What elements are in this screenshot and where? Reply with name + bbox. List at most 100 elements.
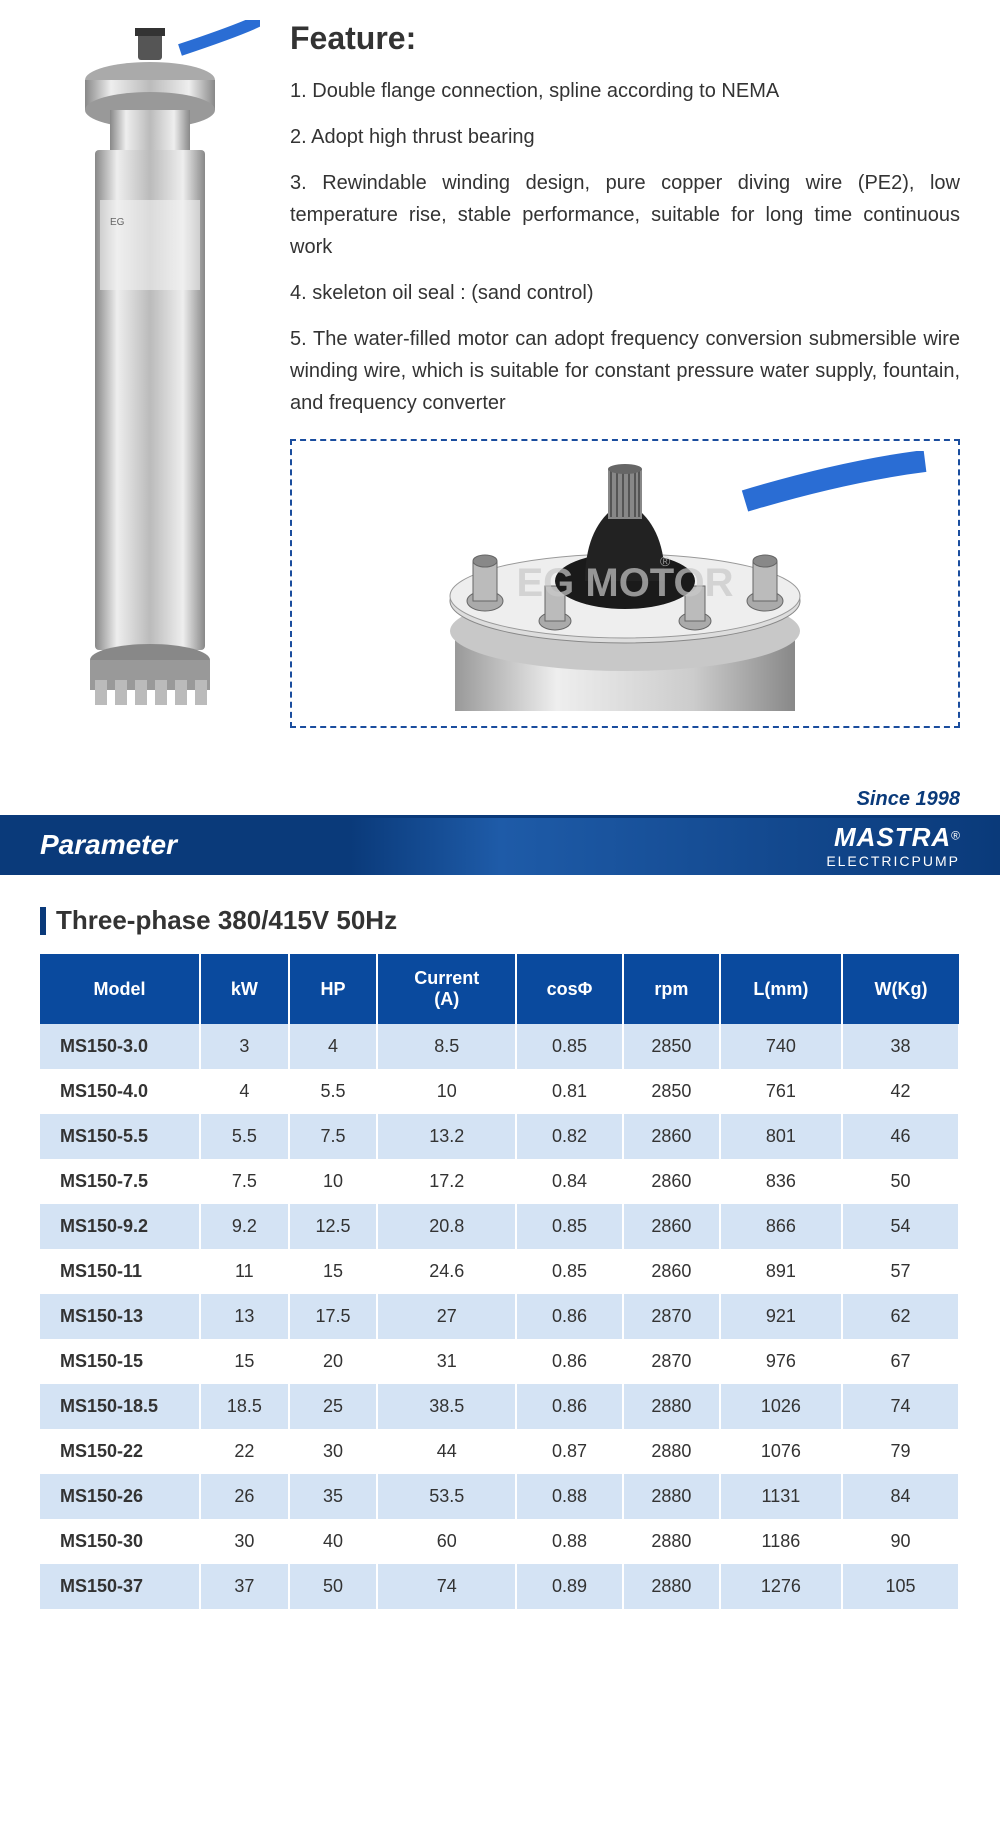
table-row: MS150-4.045.5100.81285076142 — [40, 1069, 959, 1114]
value-cell: 0.89 — [516, 1564, 623, 1609]
value-cell: 1026 — [720, 1384, 842, 1429]
feature-item: Adopt high thrust bearing — [290, 121, 960, 153]
value-cell: 60 — [377, 1519, 516, 1564]
value-cell: 7.5 — [200, 1159, 289, 1204]
value-cell: 761 — [720, 1069, 842, 1114]
value-cell: 40 — [289, 1519, 378, 1564]
feature-title: Feature: — [290, 20, 960, 57]
value-cell: 79 — [842, 1429, 959, 1474]
value-cell: 74 — [842, 1384, 959, 1429]
model-cell: MS150-11 — [40, 1249, 200, 1294]
value-cell: 0.87 — [516, 1429, 623, 1474]
table-row: MS150-373750740.8928801276105 — [40, 1564, 959, 1609]
banner-bar: Parameter MASTRA® ELECTRICPUMP — [0, 815, 1000, 875]
value-cell: 10 — [377, 1069, 516, 1114]
value-cell: 13.2 — [377, 1114, 516, 1159]
value-cell: 2880 — [623, 1474, 720, 1519]
value-cell: 866 — [720, 1204, 842, 1249]
registered-icon: ® — [951, 828, 960, 842]
column-header: Current(A) — [377, 954, 516, 1024]
value-cell: 50 — [842, 1159, 959, 1204]
value-cell: 20.8 — [377, 1204, 516, 1249]
spec-table: ModelkWHPCurrent(A)cosΦrpmL(mm)W(Kg) MS1… — [40, 954, 960, 1609]
product-main-image: EG — [40, 20, 260, 728]
watermark-text: EG MOTOR — [516, 561, 733, 605]
value-cell: 67 — [842, 1339, 959, 1384]
value-cell: 2880 — [623, 1519, 720, 1564]
value-cell: 740 — [720, 1024, 842, 1069]
column-header: kW — [200, 954, 289, 1024]
column-header: L(mm) — [720, 954, 842, 1024]
value-cell: 3 — [200, 1024, 289, 1069]
model-cell: MS150-18.5 — [40, 1384, 200, 1429]
table-section: Three-phase 380/415V 50Hz ModelkWHPCurre… — [0, 875, 1000, 1649]
value-cell: 0.86 — [516, 1294, 623, 1339]
value-cell: 50 — [289, 1564, 378, 1609]
motor-illustration: EG — [40, 20, 260, 720]
model-cell: MS150-15 — [40, 1339, 200, 1384]
value-cell: 836 — [720, 1159, 842, 1204]
value-cell: 24.6 — [377, 1249, 516, 1294]
column-header: Model — [40, 954, 200, 1024]
table-row: MS150-131317.5270.86287092162 — [40, 1294, 959, 1339]
model-cell: MS150-26 — [40, 1474, 200, 1519]
value-cell: 921 — [720, 1294, 842, 1339]
value-cell: 20 — [289, 1339, 378, 1384]
value-cell: 0.88 — [516, 1474, 623, 1519]
value-cell: 38 — [842, 1024, 959, 1069]
column-header: cosΦ — [516, 954, 623, 1024]
brand-block: MASTRA® ELECTRICPUMP — [826, 822, 960, 869]
value-cell: 891 — [720, 1249, 842, 1294]
value-cell: 30 — [289, 1429, 378, 1474]
value-cell: 0.85 — [516, 1024, 623, 1069]
value-cell: 2870 — [623, 1339, 720, 1384]
table-row: MS150-5.55.57.513.20.82286080146 — [40, 1114, 959, 1159]
value-cell: 54 — [842, 1204, 959, 1249]
value-cell: 0.82 — [516, 1114, 623, 1159]
table-row: MS150-18.518.52538.50.862880102674 — [40, 1384, 959, 1429]
value-cell: 13 — [200, 1294, 289, 1339]
value-cell: 11 — [200, 1249, 289, 1294]
value-cell: 44 — [377, 1429, 516, 1474]
value-cell: 2860 — [623, 1204, 720, 1249]
value-cell: 53.5 — [377, 1474, 516, 1519]
value-cell: 2860 — [623, 1249, 720, 1294]
model-cell: MS150-30 — [40, 1519, 200, 1564]
model-cell: MS150-5.5 — [40, 1114, 200, 1159]
value-cell: 26 — [200, 1474, 289, 1519]
feature-item: Double flange connection, spline accordi… — [290, 75, 960, 107]
value-cell: 0.86 — [516, 1339, 623, 1384]
value-cell: 17.2 — [377, 1159, 516, 1204]
table-row: MS150-151520310.86287097667 — [40, 1339, 959, 1384]
value-cell: 5.5 — [200, 1114, 289, 1159]
product-detail-image: EG MOTOR ® — [290, 439, 960, 728]
value-cell: 801 — [720, 1114, 842, 1159]
feature-list: Double flange connection, spline accordi… — [290, 75, 960, 419]
feature-item: The water-filled motor can adopt frequen… — [290, 323, 960, 419]
value-cell: 105 — [842, 1564, 959, 1609]
value-cell: 18.5 — [200, 1384, 289, 1429]
feature-item: skeleton oil seal : (sand control) — [290, 277, 960, 309]
value-cell: 4 — [289, 1024, 378, 1069]
value-cell: 1186 — [720, 1519, 842, 1564]
model-cell: MS150-9.2 — [40, 1204, 200, 1249]
value-cell: 46 — [842, 1114, 959, 1159]
value-cell: 1131 — [720, 1474, 842, 1519]
value-cell: 8.5 — [377, 1024, 516, 1069]
value-cell: 4 — [200, 1069, 289, 1114]
value-cell: 42 — [842, 1069, 959, 1114]
value-cell: 1076 — [720, 1429, 842, 1474]
table-row: MS150-7.57.51017.20.84286083650 — [40, 1159, 959, 1204]
model-cell: MS150-22 — [40, 1429, 200, 1474]
value-cell: 9.2 — [200, 1204, 289, 1249]
value-cell: 2880 — [623, 1564, 720, 1609]
value-cell: 37 — [200, 1564, 289, 1609]
table-row: MS150-26263553.50.882880113184 — [40, 1474, 959, 1519]
table-row: MS150-222230440.872880107679 — [40, 1429, 959, 1474]
value-cell: 38.5 — [377, 1384, 516, 1429]
value-cell: 2850 — [623, 1069, 720, 1114]
value-cell: 2850 — [623, 1024, 720, 1069]
model-cell: MS150-3.0 — [40, 1024, 200, 1069]
model-cell: MS150-37 — [40, 1564, 200, 1609]
value-cell: 31 — [377, 1339, 516, 1384]
